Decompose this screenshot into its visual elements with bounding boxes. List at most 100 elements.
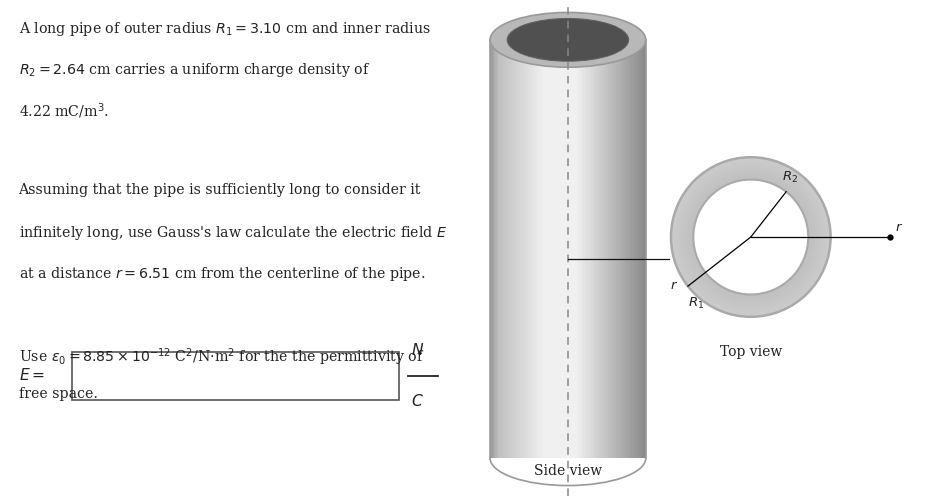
Text: Top view: Top view xyxy=(720,345,782,359)
Bar xyxy=(633,40,634,458)
Text: A long pipe of outer radius $R_1 = 3.10$ cm and inner radius: A long pipe of outer radius $R_1 = 3.10$… xyxy=(19,20,430,38)
Circle shape xyxy=(688,174,814,299)
Bar xyxy=(544,40,545,458)
Bar xyxy=(572,40,573,458)
Bar xyxy=(608,40,610,458)
Circle shape xyxy=(684,171,816,303)
Bar xyxy=(561,40,563,458)
Circle shape xyxy=(679,164,823,310)
Bar xyxy=(547,40,548,458)
Bar xyxy=(518,40,519,458)
Circle shape xyxy=(687,173,815,301)
FancyBboxPatch shape xyxy=(72,352,398,400)
Bar xyxy=(499,40,501,458)
Text: $R_1$: $R_1$ xyxy=(688,296,704,311)
Circle shape xyxy=(681,167,821,307)
Bar xyxy=(580,40,581,458)
Bar xyxy=(509,40,511,458)
Circle shape xyxy=(681,167,820,307)
Bar xyxy=(526,40,528,458)
Circle shape xyxy=(683,169,818,305)
Bar xyxy=(555,40,557,458)
Circle shape xyxy=(682,168,819,306)
Circle shape xyxy=(690,176,812,298)
Text: $r$: $r$ xyxy=(896,221,903,234)
Circle shape xyxy=(673,159,829,315)
Bar xyxy=(573,40,574,458)
Circle shape xyxy=(676,162,826,312)
Circle shape xyxy=(685,172,816,302)
Bar xyxy=(630,40,631,458)
Bar xyxy=(533,40,534,458)
Bar xyxy=(519,40,520,458)
Circle shape xyxy=(691,177,811,297)
Bar xyxy=(612,40,614,458)
Bar xyxy=(515,40,516,458)
Bar xyxy=(531,40,532,458)
Circle shape xyxy=(691,177,811,297)
Circle shape xyxy=(693,179,809,295)
Circle shape xyxy=(681,168,820,306)
Circle shape xyxy=(672,159,830,315)
Bar xyxy=(595,40,597,458)
Bar xyxy=(641,40,642,458)
Bar xyxy=(597,40,598,458)
Bar xyxy=(601,40,603,458)
Bar xyxy=(521,40,522,458)
Bar xyxy=(604,40,606,458)
Bar xyxy=(584,40,585,458)
Bar xyxy=(532,40,533,458)
Bar xyxy=(634,40,636,458)
Circle shape xyxy=(677,163,825,311)
Circle shape xyxy=(687,173,815,301)
Circle shape xyxy=(678,164,824,310)
Circle shape xyxy=(693,179,809,295)
Bar xyxy=(574,40,576,458)
Bar xyxy=(594,40,595,458)
Circle shape xyxy=(674,160,828,314)
Circle shape xyxy=(672,158,830,316)
Circle shape xyxy=(690,176,812,298)
Circle shape xyxy=(692,178,810,296)
Bar xyxy=(643,40,644,458)
Bar xyxy=(502,40,504,458)
Circle shape xyxy=(681,168,819,306)
Bar xyxy=(541,40,542,458)
Bar xyxy=(546,40,547,458)
Bar xyxy=(623,40,624,458)
Bar xyxy=(635,40,637,458)
Bar xyxy=(556,40,558,458)
Circle shape xyxy=(678,164,824,310)
Circle shape xyxy=(682,169,819,305)
Bar xyxy=(501,40,502,458)
Text: infinitely long, use Gauss's law calculate the electric field $E$: infinitely long, use Gauss's law calcula… xyxy=(19,224,447,242)
Circle shape xyxy=(686,172,816,302)
Ellipse shape xyxy=(490,12,646,67)
Circle shape xyxy=(685,171,816,303)
Circle shape xyxy=(677,163,825,311)
Bar xyxy=(560,40,561,458)
Bar xyxy=(611,40,613,458)
Circle shape xyxy=(673,159,829,315)
Circle shape xyxy=(685,171,816,303)
Circle shape xyxy=(683,169,818,305)
Bar xyxy=(598,40,600,458)
Circle shape xyxy=(690,176,811,298)
Bar xyxy=(631,40,633,458)
Ellipse shape xyxy=(507,18,628,61)
Circle shape xyxy=(690,176,812,298)
Bar xyxy=(641,40,643,458)
Circle shape xyxy=(683,170,818,304)
Circle shape xyxy=(675,161,827,313)
Circle shape xyxy=(674,160,828,314)
Bar xyxy=(522,40,524,458)
Circle shape xyxy=(678,164,824,310)
Bar xyxy=(528,40,529,458)
Circle shape xyxy=(681,167,821,307)
Bar xyxy=(554,40,555,458)
Circle shape xyxy=(689,175,813,299)
Bar xyxy=(567,40,568,458)
Circle shape xyxy=(672,158,830,316)
Bar xyxy=(535,40,537,458)
Bar xyxy=(588,40,590,458)
